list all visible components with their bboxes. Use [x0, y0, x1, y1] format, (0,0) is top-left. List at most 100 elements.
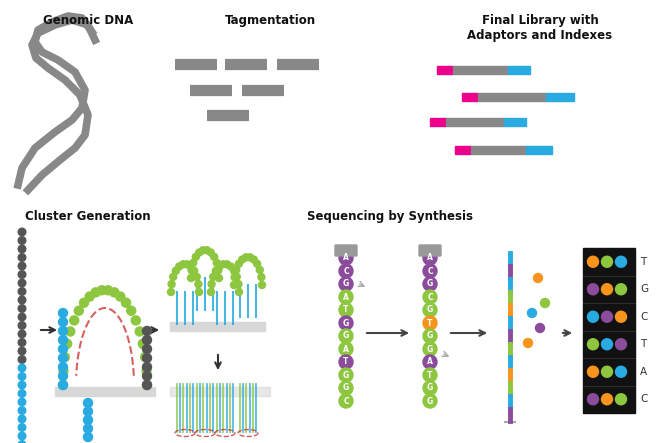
- FancyBboxPatch shape: [526, 146, 552, 150]
- Circle shape: [168, 280, 175, 288]
- Circle shape: [227, 263, 235, 270]
- Circle shape: [339, 264, 353, 278]
- FancyBboxPatch shape: [478, 97, 546, 101]
- Circle shape: [339, 368, 353, 382]
- Circle shape: [616, 311, 627, 322]
- FancyBboxPatch shape: [437, 66, 453, 70]
- Circle shape: [214, 259, 220, 266]
- Circle shape: [58, 326, 68, 335]
- Circle shape: [18, 313, 26, 321]
- Circle shape: [141, 353, 150, 361]
- Circle shape: [104, 286, 112, 295]
- Circle shape: [215, 263, 223, 270]
- Circle shape: [616, 366, 627, 377]
- FancyBboxPatch shape: [430, 122, 446, 126]
- Circle shape: [142, 366, 151, 375]
- Circle shape: [238, 256, 246, 263]
- Circle shape: [143, 354, 152, 362]
- Circle shape: [587, 256, 599, 267]
- Circle shape: [215, 267, 222, 274]
- Text: A: A: [640, 367, 647, 377]
- Text: C: C: [427, 267, 433, 276]
- Circle shape: [533, 273, 543, 283]
- Circle shape: [70, 316, 79, 325]
- Circle shape: [339, 394, 353, 408]
- Circle shape: [193, 273, 200, 280]
- FancyBboxPatch shape: [446, 122, 504, 126]
- Circle shape: [423, 316, 437, 330]
- Circle shape: [62, 339, 72, 348]
- Circle shape: [18, 288, 26, 295]
- Circle shape: [587, 311, 599, 322]
- FancyBboxPatch shape: [462, 97, 478, 101]
- Circle shape: [235, 260, 242, 267]
- Circle shape: [250, 256, 258, 263]
- FancyBboxPatch shape: [471, 150, 526, 154]
- FancyBboxPatch shape: [504, 122, 526, 126]
- Circle shape: [83, 432, 93, 442]
- Circle shape: [18, 390, 26, 397]
- Circle shape: [143, 372, 152, 381]
- Circle shape: [339, 329, 353, 343]
- Circle shape: [587, 394, 599, 405]
- Circle shape: [179, 261, 187, 268]
- Circle shape: [97, 286, 106, 295]
- Circle shape: [18, 228, 26, 236]
- Circle shape: [18, 330, 26, 338]
- Circle shape: [242, 254, 250, 261]
- Circle shape: [231, 281, 237, 288]
- Circle shape: [190, 259, 196, 266]
- Text: Genomic DNA: Genomic DNA: [43, 14, 133, 27]
- Circle shape: [196, 288, 202, 295]
- Circle shape: [616, 339, 627, 350]
- Circle shape: [231, 267, 238, 274]
- Circle shape: [143, 335, 152, 345]
- FancyBboxPatch shape: [546, 93, 574, 97]
- Circle shape: [339, 355, 353, 369]
- Circle shape: [58, 372, 68, 381]
- Circle shape: [235, 280, 242, 288]
- Circle shape: [168, 288, 175, 295]
- Circle shape: [85, 292, 94, 301]
- Text: G: G: [427, 331, 433, 341]
- Circle shape: [143, 381, 152, 389]
- Circle shape: [246, 254, 254, 261]
- Circle shape: [74, 306, 83, 315]
- Text: A: A: [427, 253, 433, 263]
- Text: G: G: [343, 280, 349, 288]
- Text: A: A: [343, 253, 349, 263]
- Circle shape: [58, 308, 68, 318]
- Circle shape: [524, 338, 533, 347]
- Circle shape: [18, 279, 26, 287]
- Text: T: T: [640, 339, 646, 349]
- Circle shape: [18, 305, 26, 312]
- Text: G: G: [427, 384, 433, 392]
- Circle shape: [339, 303, 353, 317]
- FancyBboxPatch shape: [170, 387, 270, 396]
- Text: Tagmentation: Tagmentation: [225, 14, 315, 27]
- Circle shape: [602, 339, 612, 350]
- Circle shape: [18, 441, 26, 443]
- Circle shape: [196, 249, 202, 256]
- Circle shape: [233, 266, 240, 273]
- Circle shape: [208, 288, 214, 295]
- Text: G: G: [343, 319, 349, 327]
- Circle shape: [143, 381, 152, 389]
- Circle shape: [18, 322, 26, 329]
- Circle shape: [143, 326, 152, 335]
- Text: T: T: [640, 257, 646, 267]
- Circle shape: [339, 316, 353, 330]
- Circle shape: [83, 399, 93, 408]
- Circle shape: [423, 277, 437, 291]
- Circle shape: [210, 273, 217, 280]
- Circle shape: [18, 237, 26, 244]
- Circle shape: [233, 273, 240, 280]
- Text: G: G: [343, 331, 349, 341]
- Circle shape: [423, 329, 437, 343]
- Circle shape: [58, 381, 68, 389]
- Circle shape: [175, 263, 183, 270]
- Text: A: A: [343, 292, 349, 302]
- Circle shape: [58, 318, 68, 326]
- Circle shape: [223, 261, 231, 268]
- FancyBboxPatch shape: [419, 245, 441, 256]
